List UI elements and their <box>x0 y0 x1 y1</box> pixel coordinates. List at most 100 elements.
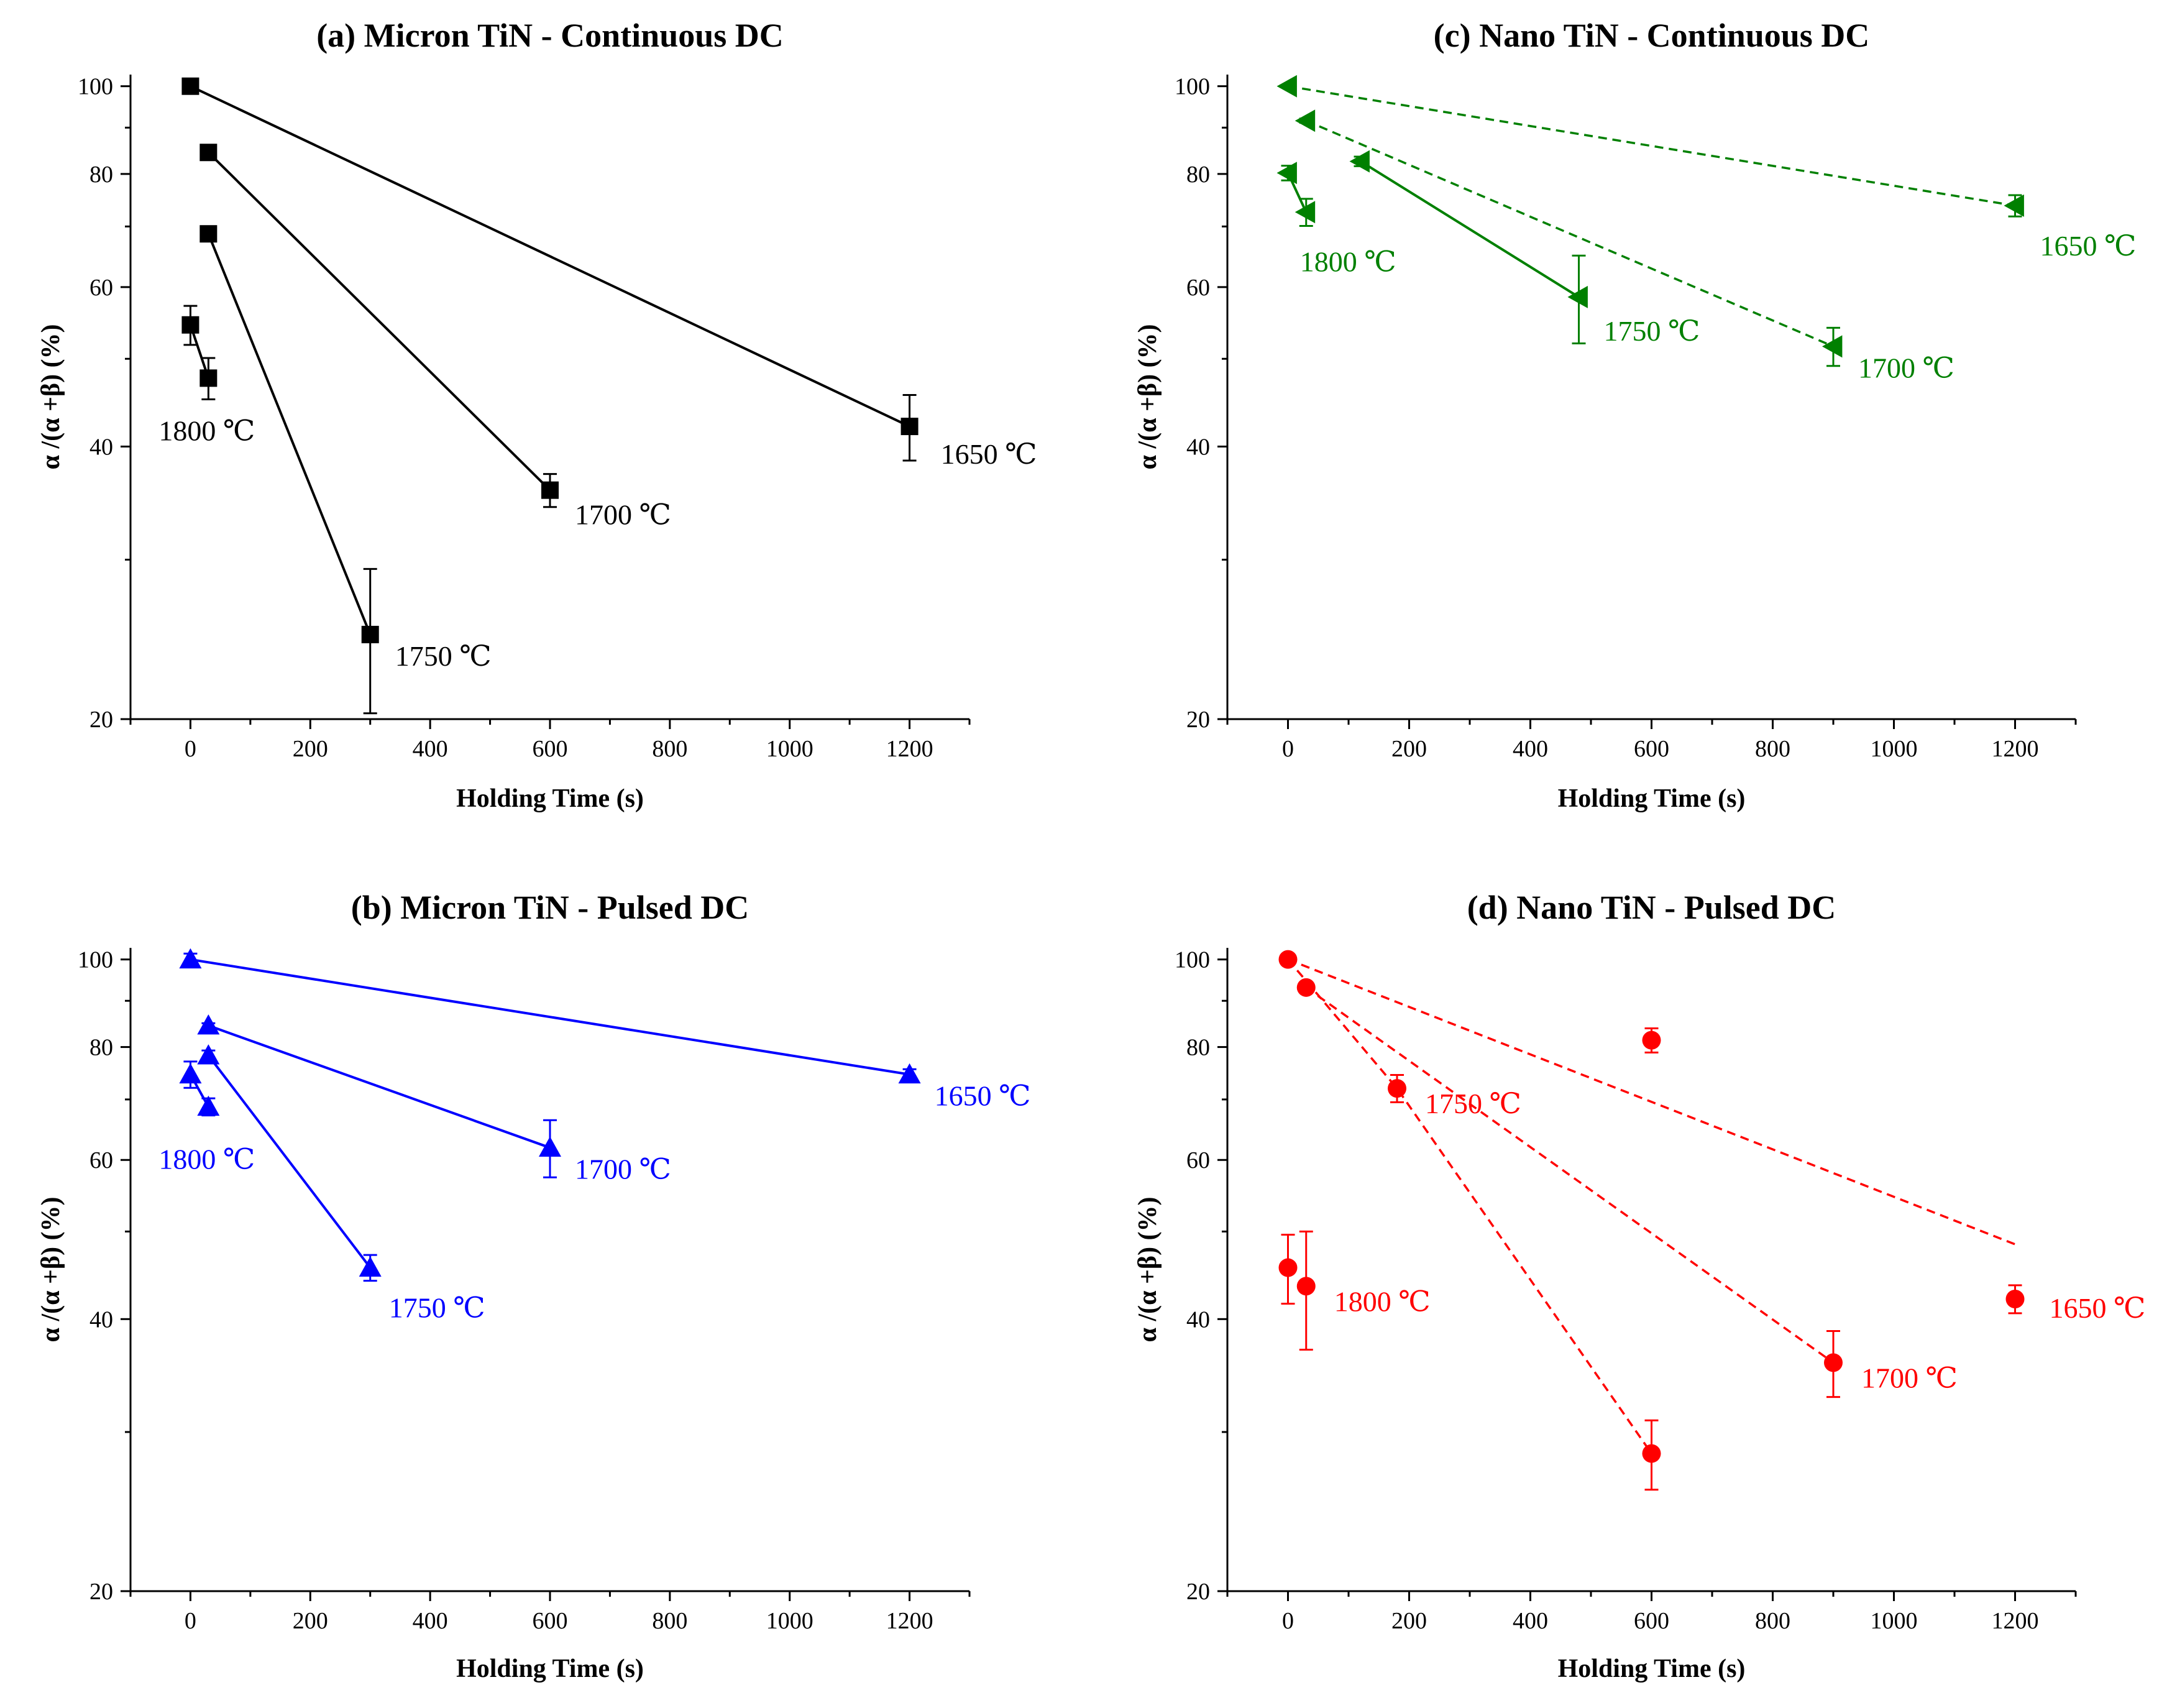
data-point <box>1278 950 1298 969</box>
series-line <box>207 233 372 635</box>
series-1800: 1800 ℃ <box>158 305 255 446</box>
x-axis-label: Holding Time (s) <box>456 1655 644 1683</box>
x-axis-label: Holding Time (s) <box>1558 1655 1746 1683</box>
series-line <box>207 1054 372 1269</box>
series-annotation: 1700 ℃ <box>575 499 671 531</box>
series-annotation: 1700 ℃ <box>575 1154 671 1185</box>
y-axis-label: α /(α +β) (%) <box>37 324 65 469</box>
data-point <box>199 144 218 162</box>
x-tick-label: 800 <box>1755 736 1790 762</box>
y-tick-label: 100 <box>78 74 113 100</box>
series-annotation: 1800 ℃ <box>1334 1285 1431 1317</box>
data-point <box>197 1044 220 1065</box>
x-tick-label: 600 <box>533 1608 568 1634</box>
series-line <box>207 151 551 492</box>
series-annotation: 1750 ℃ <box>1604 315 1700 347</box>
y-tick-label: 60 <box>1186 275 1210 301</box>
series-1650: 1650 ℃ <box>1276 75 2136 262</box>
panel-c-title: (c) Nano TiN - Continuous DC <box>1434 17 1870 54</box>
panel-b: (b) Micron TiN - Pulsed DC 0 200 400 600 800 1… <box>37 889 1031 1683</box>
y-tick-label: 80 <box>1186 162 1210 188</box>
data-point <box>181 77 199 95</box>
y-tick-label: 20 <box>1186 707 1210 733</box>
y-tick-label: 80 <box>89 1035 113 1061</box>
y-tick-label: 20 <box>89 1579 113 1605</box>
series-1750: 1750 ℃ <box>1278 950 1661 1491</box>
data-point <box>539 1136 561 1157</box>
series-1700: 1700 ℃ <box>1294 109 1954 383</box>
y-tick-label: 100 <box>78 947 113 973</box>
series-annotation: 1700 ℃ <box>1858 352 1954 383</box>
panel-d-title: (d) Nano TiN - Pulsed DC <box>1467 889 1836 926</box>
series-line <box>1360 160 1580 298</box>
y-tick-label: 20 <box>1186 1579 1210 1605</box>
x-tick-label: 600 <box>1634 736 1669 762</box>
x-tick-label: 0 <box>185 1608 196 1634</box>
series-annotation: 1800 ℃ <box>1300 246 1396 277</box>
x-tick-label: 1200 <box>886 1608 933 1634</box>
data-point <box>197 1095 220 1116</box>
y-axis-label: α /(α +β) (%) <box>37 1196 65 1342</box>
x-axis-label: Holding Time (s) <box>1558 784 1746 813</box>
data-point <box>197 1014 220 1035</box>
data-point <box>1349 150 1370 173</box>
series-line <box>1288 85 2015 207</box>
y-axis-label: α /(α +β) (%) <box>1134 324 1162 469</box>
series-line <box>190 85 910 428</box>
series-annotation: 1750 ℃ <box>1425 1088 1521 1119</box>
data-point <box>2004 194 2024 217</box>
data-point <box>1276 162 1297 185</box>
series-annotation: 1650 ℃ <box>935 1080 1031 1112</box>
x-tick-label: 600 <box>1634 1608 1669 1634</box>
y-tick-label: 100 <box>1175 74 1210 100</box>
series-annotation: 1800 ℃ <box>158 1144 255 1175</box>
y-tick-label: 100 <box>1175 947 1210 973</box>
x-axis-label: Holding Time (s) <box>456 784 644 813</box>
x-tick-label: 600 <box>533 736 568 762</box>
y-tick-label: 40 <box>1186 434 1210 460</box>
series-1700: 1700 ℃ <box>199 144 671 531</box>
series-line <box>1305 986 1835 1364</box>
series-annotation: 1800 ℃ <box>158 415 255 446</box>
series-1650: 1650 ℃ <box>179 948 1031 1112</box>
data-point <box>1824 1353 1843 1372</box>
data-point <box>1567 285 1588 308</box>
x-tick-label: 0 <box>185 736 196 762</box>
series-line <box>1287 958 1652 1454</box>
y-tick-label: 80 <box>1186 1035 1210 1061</box>
series-1650: 1650 ℃ <box>181 77 1037 470</box>
x-tick-label: 400 <box>413 736 448 762</box>
x-tick-label: 0 <box>1282 1608 1294 1634</box>
data-point <box>1388 1079 1406 1098</box>
x-tick-label: 0 <box>1282 736 1294 762</box>
data-point <box>1296 978 1316 997</box>
x-tick-label: 400 <box>1513 1608 1548 1634</box>
data-point <box>1276 75 1297 98</box>
series-annotation: 1700 ℃ <box>1861 1362 1958 1393</box>
data-point <box>1822 335 1843 358</box>
data-point <box>1296 1277 1316 1296</box>
x-tick-label: 800 <box>652 1608 687 1634</box>
data-point <box>541 481 559 499</box>
y-tick-label: 60 <box>1186 1147 1210 1173</box>
y-tick-label: 60 <box>89 275 113 301</box>
x-tick-label: 1200 <box>1992 1608 2039 1634</box>
series-1650: 1650 ℃ <box>1642 1027 2145 1324</box>
panel-c: (c) Nano TiN - Continuous DC 0 200 400 600 80… <box>1134 17 2136 813</box>
x-tick-label: 200 <box>293 736 328 762</box>
y-tick-label: 80 <box>89 162 113 188</box>
x-tick-label: 1000 <box>766 1608 813 1634</box>
data-point <box>199 225 218 243</box>
series-1750: 1750 ℃ <box>197 1044 485 1324</box>
series-1750: 1750 ℃ <box>199 225 492 715</box>
series-annotation: 1650 ℃ <box>941 438 1037 470</box>
data-point <box>361 625 379 643</box>
x-tick-label: 200 <box>1391 1608 1427 1634</box>
series-1700: 1700 ℃ <box>1296 978 1958 1398</box>
x-tick-label: 200 <box>293 1608 328 1634</box>
series-1700: 1700 ℃ <box>197 1014 671 1185</box>
series-line <box>189 324 210 379</box>
panel-a: (a) Micron TiN - Continuous DC 0 200 400 600… <box>37 17 1037 813</box>
y-tick-label: 60 <box>89 1147 113 1173</box>
